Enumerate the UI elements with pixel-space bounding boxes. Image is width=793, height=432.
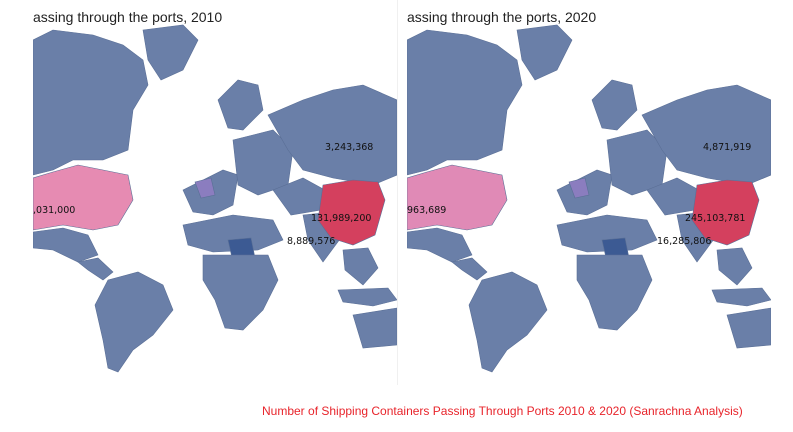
country-russia[interactable] — [267, 84, 397, 186]
label-india: 8,889,576 — [287, 236, 335, 247]
country-greenland[interactable] — [142, 24, 199, 81]
panel-title-2020: assing through the ports, 2020 — [407, 9, 597, 25]
label-russia: 4,871,919 — [703, 142, 751, 153]
figure-caption: Number of Shipping Containers Passing Th… — [262, 404, 743, 418]
country-central-america[interactable] — [77, 257, 114, 281]
country-china[interactable] — [691, 179, 760, 246]
map-panel-2010: 3,243,368 ,031,000 131,989,200 8,889,576… — [33, 0, 398, 385]
label-usa: 963,689 — [407, 205, 446, 216]
map-panel-2020: 4,871,919 963,689 245,103,781 16,285,806… — [407, 0, 771, 385]
country-greenland[interactable] — [516, 24, 573, 81]
label-india: 16,285,806 — [657, 236, 711, 247]
country-scandinavia[interactable] — [217, 79, 264, 131]
country-china[interactable] — [317, 179, 386, 246]
country-africa-south[interactable] — [576, 254, 653, 331]
country-mexico[interactable] — [407, 227, 473, 263]
country-scandinavia[interactable] — [591, 79, 638, 131]
country-canada[interactable] — [407, 29, 523, 176]
label-china: 131,989,200 — [311, 213, 371, 224]
country-indonesia[interactable] — [711, 287, 771, 307]
country-south-america[interactable] — [94, 271, 174, 373]
label-china: 245,103,781 — [685, 213, 745, 224]
country-southeast-asia[interactable] — [716, 247, 753, 286]
country-australia[interactable] — [726, 307, 771, 349]
panel-title-2010: assing through the ports, 2010 — [33, 9, 223, 25]
world-map-2020: 4,871,919 963,689 245,103,781 16,285,806 — [407, 24, 771, 373]
country-australia[interactable] — [352, 307, 397, 349]
country-europe-mid[interactable] — [568, 177, 590, 199]
country-central-america[interactable] — [451, 257, 488, 281]
label-russia: 3,243,368 — [325, 142, 373, 153]
country-indonesia[interactable] — [337, 287, 397, 307]
country-north-africa[interactable] — [182, 214, 284, 253]
country-southeast-asia[interactable] — [342, 247, 379, 286]
world-map-2010: 3,243,368 ,031,000 131,989,200 8,889,576 — [33, 24, 397, 373]
country-mexico[interactable] — [33, 227, 99, 263]
label-usa: ,031,000 — [33, 205, 75, 216]
country-russia[interactable] — [641, 84, 771, 186]
land-masses — [407, 24, 771, 373]
country-usa[interactable] — [407, 164, 508, 231]
country-europe-mid[interactable] — [194, 177, 216, 199]
country-africa-south[interactable] — [202, 254, 279, 331]
country-north-africa[interactable] — [556, 214, 658, 253]
country-canada[interactable] — [33, 29, 149, 176]
land-masses — [33, 24, 397, 373]
country-south-america[interactable] — [468, 271, 548, 373]
country-usa[interactable] — [33, 164, 134, 231]
